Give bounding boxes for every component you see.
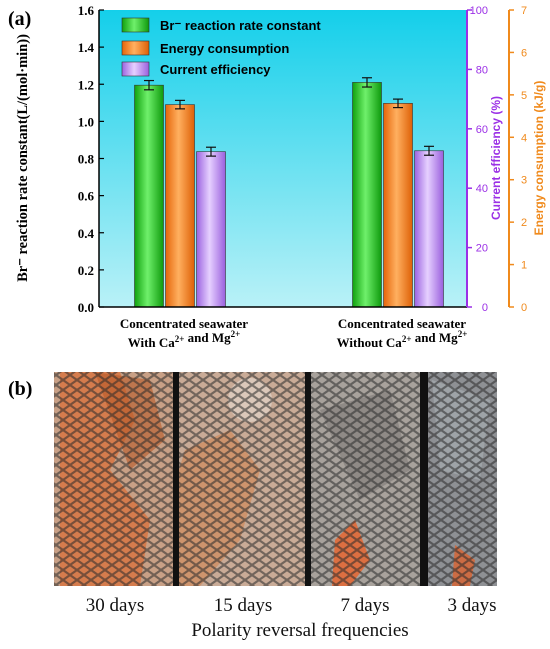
left-tick-label: 0.6 (78, 189, 95, 204)
right2-axis-title: Energy consumption (kJ/g) (532, 81, 546, 236)
right2-tick-label: 1 (521, 260, 527, 272)
category-label-line2: With Ca2+ and Mg2+ (128, 329, 241, 350)
left-tick-label: 0.4 (78, 226, 95, 241)
right1-tick-label: 20 (476, 243, 488, 255)
left-tick-label: 0.0 (78, 300, 94, 315)
photo-label-7-days: 7 days (340, 595, 390, 616)
photo-label-30-days: 30 days (85, 595, 145, 616)
legend-swatch (121, 17, 150, 33)
category-label-line1: Concentrated seawater (120, 316, 248, 331)
left-tick-label: 0.8 (78, 152, 95, 167)
bar (383, 103, 413, 308)
photo-label-3-days: 3 days (447, 595, 497, 616)
legend-label: Br⁻ reaction rate constant (160, 18, 321, 33)
photo-axis-title: Polarity reversal frequencies (191, 620, 409, 641)
left-tick-label: 1.4 (78, 40, 95, 55)
right2-tick-label: 0 (521, 302, 527, 314)
photo-strip (54, 372, 497, 586)
category-label-line1: Concentrated seawater (338, 316, 466, 331)
right2-tick-label: 5 (521, 90, 527, 102)
right1-tick-label: 100 (470, 5, 488, 17)
right1-axis-title: Current efficiency (%) (489, 96, 503, 220)
axes-layer: 0.0 0.2 0.4 0.6 0.8 1.0 1.2 1.4 1.6 0 20 40 60 80 100 0… (78, 3, 527, 315)
legend-label: Energy consumption (160, 41, 289, 56)
right1-tick-label: 60 (476, 124, 488, 136)
electrode-photo-3-days (428, 372, 497, 586)
bar (414, 150, 444, 308)
right2-tick-label: 3 (521, 175, 527, 187)
legend-swatch (121, 40, 150, 56)
bars-layer (134, 77, 444, 308)
right2-tick-label: 7 (521, 5, 527, 17)
right2-tick-label: 4 (521, 132, 527, 144)
left-tick-label: 0.2 (78, 263, 94, 278)
left-tick-label: 1.6 (78, 3, 95, 18)
bar (196, 151, 226, 308)
left-tick-label: 1.0 (78, 114, 94, 129)
panel-b-label: (b) (8, 378, 33, 400)
bar (134, 84, 164, 308)
electrode-photo-7-days (311, 372, 420, 586)
right1-tick-label: 0 (482, 302, 488, 314)
left-tick-label: 1.2 (78, 77, 94, 92)
right1-tick-label: 40 (476, 183, 488, 195)
panel-a-label: (a) (8, 8, 32, 30)
legend-label: Current efficiency (160, 62, 271, 77)
right2-tick-label: 6 (521, 47, 527, 59)
legend-swatch (121, 61, 150, 77)
right1-tick-label: 80 (476, 64, 488, 76)
legend: Br⁻ reaction rate constant Energy consump… (121, 17, 321, 77)
electrode-photo-30-days (54, 372, 173, 586)
bar (165, 104, 195, 308)
bar (352, 82, 382, 308)
category-label-line2: Without Ca2+ and Mg2+ (337, 329, 468, 350)
electrode-photo-15-days (179, 372, 305, 586)
right2-tick-label: 2 (521, 217, 527, 229)
left-axis-title: Br⁻ reaction rate constant(L/(mol·min)) (15, 34, 31, 282)
photo-label-15-days: 15 days (213, 595, 273, 616)
